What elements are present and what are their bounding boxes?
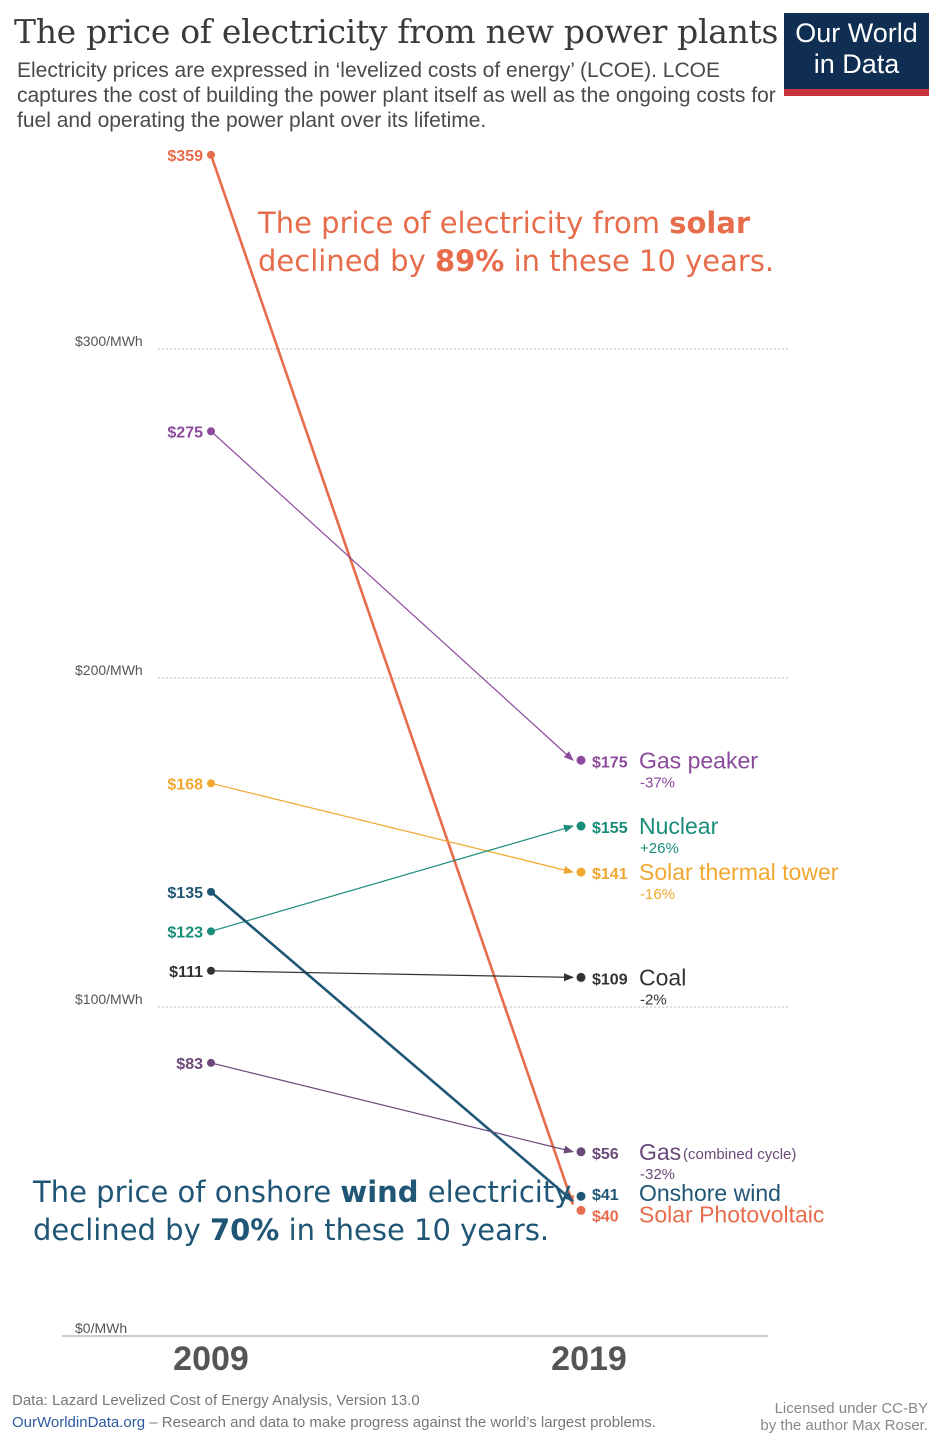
end-point [576, 1205, 586, 1215]
series-line [210, 1062, 574, 1154]
solar-annotation: The price of electricity from solar decl… [258, 204, 774, 280]
series-name-suffix: (combined cycle) [683, 1146, 796, 1163]
solar-annotation-post: in these 10 years. [504, 244, 775, 278]
footer-site-link[interactable]: OurWorldinData.org [12, 1414, 146, 1431]
series-name-label: Gas peaker [639, 747, 758, 773]
end-point [576, 867, 586, 877]
x-label-start: 2009 [173, 1340, 249, 1378]
end-point [576, 821, 586, 831]
end-point [576, 1191, 586, 1201]
series-line [209, 154, 575, 1206]
solar-annotation-mid: declined by [258, 244, 435, 278]
start-value-label: $123 [167, 924, 203, 941]
footer-source: Data: Lazard Levelized Cost of Energy An… [12, 1392, 420, 1409]
end-value-label: $40 [592, 1208, 619, 1225]
end-point [576, 972, 586, 982]
start-value-label: $135 [167, 885, 203, 902]
series-coal: $111 $109 Coal-2% [169, 964, 686, 1009]
series-line [210, 430, 574, 761]
end-value-label: $141 [592, 866, 628, 883]
end-value-label: $109 [592, 971, 628, 988]
start-point [207, 966, 215, 975]
series-name-label: Solar thermal tower [639, 859, 839, 885]
start-point [207, 427, 215, 436]
wind-annotation: The price of onshore wind electricity de… [33, 1173, 571, 1249]
series-line [210, 824, 574, 932]
series-gas-peaker: $275 $175 Gas peaker-37% [167, 424, 758, 791]
start-value-label: $359 [167, 148, 203, 165]
license-line-2: by the author Max Roser. [760, 1417, 928, 1434]
chart-title: The price of electricity from new power … [14, 12, 779, 51]
footer-license: Licensed under CC-BY by the author Max R… [760, 1400, 928, 1434]
owid-logo[interactable]: Our World in Data [784, 13, 929, 96]
start-point [207, 1058, 215, 1067]
y-tick-label: $200/MWh [75, 662, 143, 678]
series-name-label: Solar Photovoltaic [639, 1201, 824, 1227]
wind-annotation-percent: 70% [209, 1213, 280, 1247]
series-solar-thermal: $168 $141 Solar thermal tower-16% [167, 776, 838, 903]
series-line [210, 890, 574, 1203]
logo-line-2: in Data [813, 49, 900, 79]
change-label: +26% [640, 840, 679, 857]
series-name-label: Nuclear [639, 813, 719, 839]
wind-annotation-mid: declined by [33, 1213, 210, 1247]
start-point [207, 887, 215, 896]
series-line [210, 970, 574, 982]
change-label: -37% [640, 774, 675, 791]
end-point [576, 1147, 586, 1157]
series-onshore-wind: $135 $41 Onshore wind [167, 885, 781, 1206]
end-value-label: $175 [592, 754, 628, 771]
wind-annotation-mid1: electricity [418, 1175, 572, 1209]
end-value-label: $155 [592, 820, 628, 837]
solar-annotation-bold: solar [669, 206, 751, 240]
y-tick-label: $300/MWh [75, 333, 143, 349]
series-line [210, 782, 574, 874]
series-name-label: Coal [639, 964, 686, 990]
start-value-label: $275 [167, 424, 203, 441]
start-point [207, 779, 215, 788]
footer-site-line: OurWorldinData.org – Research and data t… [12, 1414, 656, 1431]
x-label-end: 2019 [551, 1340, 627, 1378]
y-tick-label: $0/MWh [75, 1320, 127, 1336]
start-value-label: $168 [167, 776, 203, 793]
series-nuclear: $123 $155 Nuclear+26% [167, 813, 718, 941]
end-point [576, 755, 586, 765]
chart-subtitle: Electricity prices are expressed in ‘lev… [17, 59, 776, 132]
start-point [207, 927, 215, 936]
change-label: -2% [640, 991, 667, 1008]
logo-line-1: Our World [795, 18, 918, 48]
series-solar-pv: $359 $40 Solar Photovoltaic [167, 148, 824, 1228]
wind-annotation-post: in these 10 years. [279, 1213, 550, 1247]
y-tick-label: $100/MWh [75, 991, 143, 1007]
solar-annotation-percent: 89% [434, 244, 505, 278]
series-gas-cc: $83 $56 Gas (combined cycle) -32% [176, 1056, 796, 1183]
start-value-label: $83 [176, 1056, 203, 1073]
end-value-label: $41 [592, 1187, 619, 1204]
footer-tagline: – Research and data to make progress aga… [145, 1414, 656, 1431]
change-label: -16% [640, 886, 675, 903]
start-value-label: $111 [169, 964, 203, 981]
license-line-1[interactable]: Licensed under CC-BY [774, 1400, 928, 1417]
series-name-label: Onshore wind [639, 1180, 781, 1206]
start-point [207, 150, 215, 159]
wind-annotation-bold: wind [340, 1175, 419, 1209]
wind-annotation-pre: The price of onshore [33, 1175, 341, 1209]
change-label: -32% [640, 1166, 675, 1183]
series-name-label: Gas [639, 1139, 681, 1165]
end-value-label: $56 [592, 1146, 619, 1163]
solar-annotation-pre: The price of electricity from [258, 206, 670, 240]
